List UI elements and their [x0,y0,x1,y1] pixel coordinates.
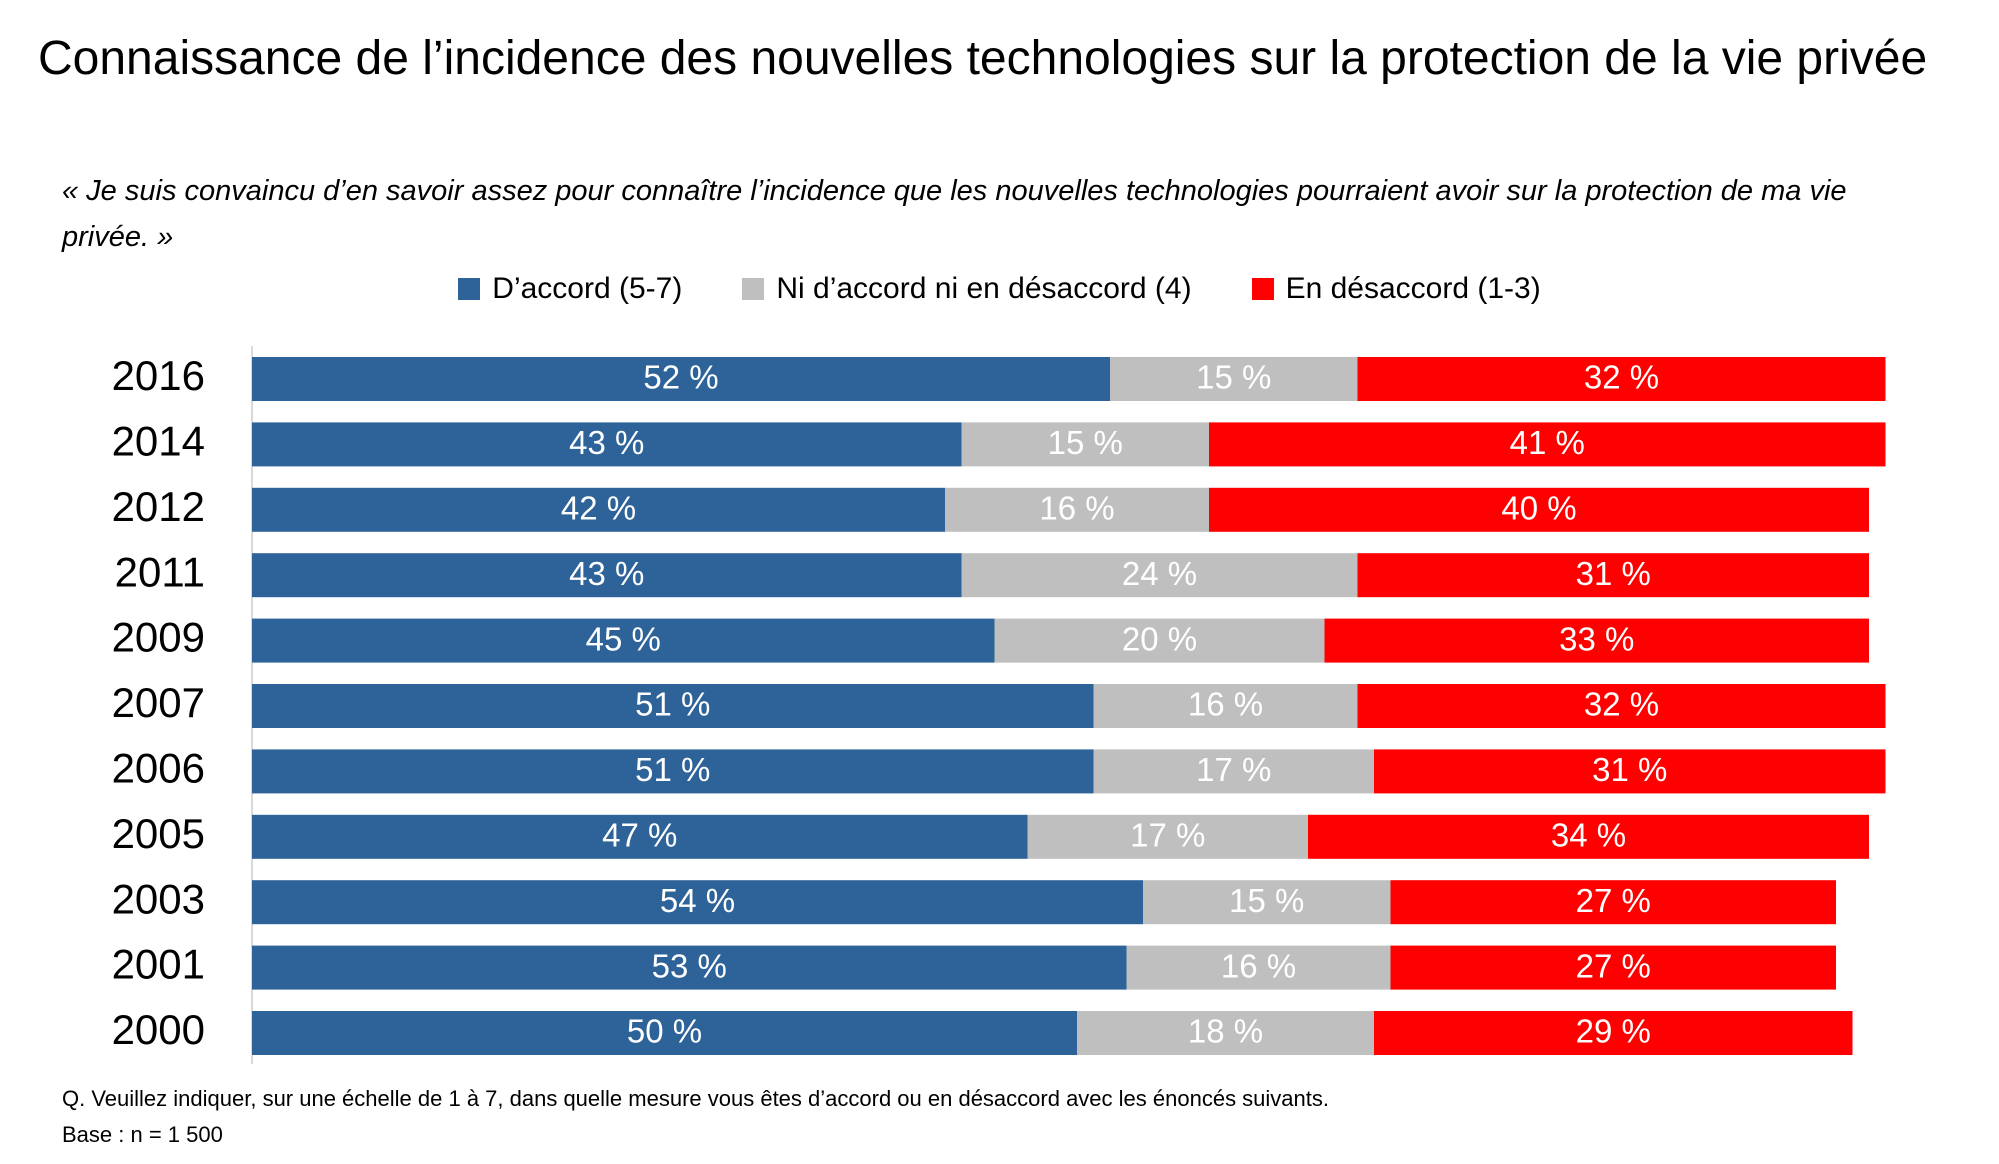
legend-swatch [1251,278,1274,300]
chart-subtitle: « Je suis convaincu d’en savoir assez po… [62,175,1847,253]
bar-segment [1390,880,1836,925]
legend-label: Ni d’accord ni en désaccord (4) [776,272,1192,305]
data-label: 16 % [1221,947,1296,984]
bar-segment [1093,684,1358,728]
data-label: 32 % [1584,359,1659,396]
data-label: 16 % [1188,686,1263,723]
data-label: 52 % [643,359,718,396]
bar-segment [252,422,962,467]
bar-segment [252,1011,1077,1055]
bar-segment [252,749,1094,794]
data-label: 54 % [660,882,735,919]
legend-swatch [742,278,765,300]
bar-segment [1209,422,1886,467]
bar-segment [252,880,1143,925]
bar-segment [252,487,945,532]
bar-segment [994,618,1325,663]
bar-segment [252,945,1127,990]
bar-segment [1357,684,1886,728]
data-label: 31 % [1576,555,1651,592]
data-label: 43 % [569,555,644,592]
data-label: 50 % [627,1013,702,1050]
data-label: 42 % [561,490,636,527]
footnote: Q. Veuillez indiquer, sur une échelle de… [62,1086,1329,1111]
legend-item: D’accord (5-7) [458,272,682,306]
bar-segment [1209,487,1869,532]
bar-segment [252,618,995,663]
legend-label: En désaccord (1-3) [1285,272,1541,305]
y-tick-label: 2001 [112,941,205,988]
data-label: 24 % [1122,555,1197,592]
y-tick-label: 2007 [112,679,205,726]
bar-segment [252,553,962,598]
data-label: 31 % [1592,751,1667,788]
bar-segment [1143,880,1391,925]
y-tick-label: 2014 [112,417,205,464]
bar-segment [1390,945,1836,990]
y-tick-label: 2016 [112,352,205,399]
y-tick-label: 2005 [112,810,205,857]
legend: D’accord (5-7) Ni d’accord ni en désaccor… [0,272,1999,306]
data-label: 15 % [1048,424,1123,461]
bar-segment [1308,814,1869,859]
bar-segment [1077,1011,1374,1055]
data-label: 51 % [635,751,710,788]
bar-segment [1126,945,1391,990]
bar-segment [252,684,1094,728]
y-tick-label: 2006 [112,744,205,791]
data-label: 45 % [586,620,661,657]
y-tick-label: 2003 [112,875,205,922]
data-label: 16 % [1039,490,1114,527]
bar-segment [961,422,1209,467]
bar-segment [1093,749,1374,794]
data-label: 33 % [1559,620,1634,657]
data-label: 32 % [1584,686,1659,723]
bar-segment [1357,553,1869,598]
y-tick-label: 2000 [112,1006,205,1053]
bar-segment [945,487,1209,532]
bar-segment [1324,618,1869,663]
bar-segment [1110,357,1358,401]
bar-segment [1374,749,1886,794]
chart-title: Connaissance de l’incidence des nouvelle… [38,32,1928,85]
data-label: 41 % [1510,424,1585,461]
bar-segment [252,357,1110,401]
data-label: 20 % [1122,620,1197,657]
legend-item: En désaccord (1-3) [1251,272,1541,306]
footnote: Base : n = 1 500 [62,1122,223,1147]
data-label: 53 % [652,947,727,984]
data-label: 17 % [1130,817,1205,854]
data-label: 27 % [1576,882,1651,919]
bar-segment [1027,814,1308,859]
legend-swatch [458,278,481,300]
bar-segment [961,553,1358,598]
y-tick-label: 2011 [115,548,205,595]
data-label: 15 % [1229,882,1304,919]
legend-item: Ni d’accord ni en désaccord (4) [742,272,1192,306]
bar-segment [252,814,1028,859]
y-tick-label: 2009 [112,614,205,661]
legend-label: D’accord (5-7) [492,272,683,305]
bar-segment [1357,357,1886,401]
bar-segment [1374,1011,1853,1055]
y-tick-label: 2012 [112,483,205,530]
data-label: 18 % [1188,1013,1263,1050]
data-label: 51 % [635,686,710,723]
data-label: 47 % [602,817,677,854]
data-label: 27 % [1576,947,1651,984]
data-label: 40 % [1501,490,1576,527]
data-label: 15 % [1196,359,1271,396]
data-label: 29 % [1576,1013,1651,1050]
data-label: 17 % [1196,751,1271,788]
data-label: 34 % [1551,817,1626,854]
data-label: 43 % [569,424,644,461]
